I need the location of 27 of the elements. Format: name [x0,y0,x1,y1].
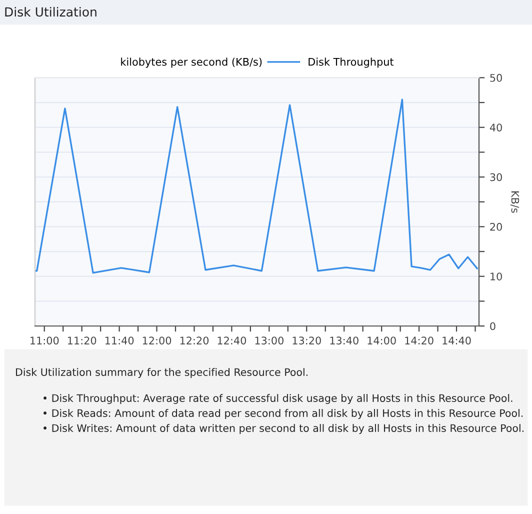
x-tick-label: 14:20 [405,336,434,344]
text: • Disk Throughput: Average rate of successful disk usage by all Hosts in this Resource Pool. [44,394,512,404]
x-tick-label: 12:00 [142,336,172,344]
y-tick-label: 50 [490,74,502,82]
y-tick-label: 10 [490,272,502,280]
x-tick-label: 12:20 [180,336,209,344]
x-tick-label: 14:00 [368,336,396,344]
x-tick-label: 11:20 [68,336,96,344]
y-tick-label: 40 [490,124,502,132]
chart-title: Disk Utilization [5,6,96,17]
text: • Disk Reads: Amount of data read per second from all disk by all Hosts in this Resource Pool. [44,409,523,419]
x-tick-label: 11:00 [30,336,59,344]
x-tick-label: 13:40 [330,336,358,344]
legend-label: Disk Throughput [308,58,394,68]
x-tick-label: 13:00 [255,336,284,344]
line-series [35,98,478,274]
y-tick-label: 0 [490,322,496,330]
text: Disk Utilization summary for the specified Resource Pool. [16,368,308,378]
x-tick-label: 14:40 [442,336,471,344]
text: • Disk Writes: Amount of data written per second to all disk by all Hosts in this Resource Pool. [44,424,524,434]
legend-title: kilobytes per second (KB/s) [121,58,262,68]
x-tick-label: 13:20 [292,336,321,344]
y-tick-label: 30 [490,173,502,182]
x-tick-label: 11:40 [105,336,134,344]
x-tick-label: 12:40 [218,336,246,344]
y-axis-title: KB/s [510,191,520,213]
y-tick-label: 20 [490,222,502,231]
